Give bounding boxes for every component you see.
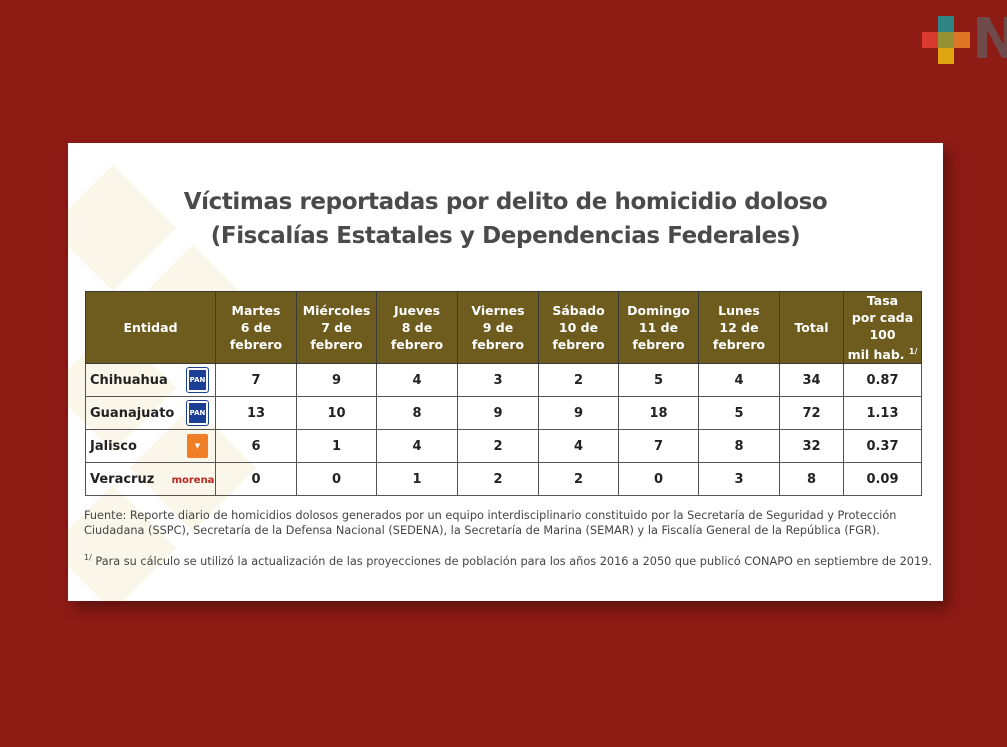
value-cell: 10 bbox=[296, 396, 377, 431]
header-text: Martes bbox=[231, 303, 281, 319]
column-header: Lunes 12 de febrero bbox=[698, 290, 780, 365]
value-cell: 2 bbox=[457, 429, 539, 464]
column-header: Viernes 9 de febrero bbox=[457, 290, 539, 365]
entity-name: Veracruz bbox=[90, 471, 155, 487]
value-cell: 3 bbox=[457, 363, 539, 398]
value-cell: 0.09 bbox=[843, 462, 922, 497]
table-row: Guanajuato PAN 13 10 8 9 9 18 5 72 1.13 bbox=[85, 396, 922, 431]
header-text: Domingo bbox=[627, 303, 690, 319]
entity-cell: Guanajuato PAN bbox=[85, 396, 216, 431]
brand-logo: N bbox=[922, 8, 1007, 72]
value-cell: 34 bbox=[779, 363, 844, 398]
header-text: 11 de febrero bbox=[632, 320, 685, 353]
header-text: 6 de febrero bbox=[229, 320, 283, 353]
footnote-mark: 1/ bbox=[84, 553, 92, 562]
value-cell: 2 bbox=[457, 462, 539, 497]
footnote-text: Para su cálculo se utilizó la actualizac… bbox=[91, 554, 932, 568]
source-note: Fuente: Reporte diario de homicidios dol… bbox=[84, 509, 897, 537]
header-text: 9 de febrero bbox=[471, 320, 525, 353]
title-line-2: (Fiscalías Estatales y Dependencias Fede… bbox=[210, 223, 801, 249]
infographic-card: Víctimas reportadas por delito de homici… bbox=[68, 143, 943, 601]
homicide-table: Entidad Martes 6 de febrero Miércoles 7 de f… bbox=[85, 290, 922, 497]
value-cell: 7 bbox=[215, 363, 297, 398]
table-row: Chihuahua PAN 7 9 4 3 2 5 4 34 0.87 bbox=[85, 363, 922, 398]
table-row: Jalisco ▼ 6 1 4 2 4 7 8 32 0.37 bbox=[85, 429, 922, 464]
value-cell: 4 bbox=[538, 429, 619, 464]
header-text: Miércoles bbox=[302, 303, 371, 319]
header-text: 7 de febrero bbox=[310, 320, 363, 353]
value-cell: 1 bbox=[376, 462, 458, 497]
value-cell: 4 bbox=[376, 363, 458, 398]
value-cell: 0.37 bbox=[843, 429, 922, 464]
notes: Fuente: Reporte diario de homicidios dol… bbox=[84, 508, 934, 581]
header-text: 8 de febrero bbox=[390, 320, 444, 353]
header-text: Jueves bbox=[393, 303, 441, 319]
header-text: Lunes bbox=[718, 303, 760, 319]
entity-name: Jalisco bbox=[90, 438, 137, 454]
header-text: Entidad bbox=[123, 320, 178, 336]
value-cell: 72 bbox=[779, 396, 844, 431]
value-cell: 0 bbox=[215, 462, 297, 497]
party-logo-pan: PAN bbox=[186, 367, 209, 394]
value-cell: 8 bbox=[376, 396, 458, 431]
value-cell: 0.87 bbox=[843, 363, 922, 398]
header-text: Viernes bbox=[471, 303, 525, 319]
value-cell: 1.13 bbox=[843, 396, 922, 431]
footnote: 1/ Para su cálculo se utilizó la actuali… bbox=[84, 550, 934, 569]
header-text: Sábado bbox=[552, 303, 605, 319]
column-header: Miércoles 7 de febrero bbox=[296, 290, 377, 365]
value-cell: 0 bbox=[618, 462, 699, 497]
value-cell: 9 bbox=[296, 363, 377, 398]
value-cell: 6 bbox=[215, 429, 297, 464]
entity-cell: Veracruz morena bbox=[85, 462, 216, 497]
party-logo-morena: morena bbox=[171, 475, 215, 487]
column-header: Martes 6 de febrero bbox=[215, 290, 297, 365]
value-cell: 2 bbox=[538, 363, 619, 398]
brand-letter: N bbox=[972, 7, 1007, 72]
value-cell: 4 bbox=[698, 363, 780, 398]
value-cell: 8 bbox=[698, 429, 780, 464]
value-cell: 3 bbox=[698, 462, 780, 497]
value-cell: 1 bbox=[296, 429, 377, 464]
entity-name: Chihuahua bbox=[90, 372, 168, 388]
value-cell: 18 bbox=[618, 396, 699, 431]
entity-cell: Jalisco ▼ bbox=[85, 429, 216, 464]
column-header: Domingo 11 de febrero bbox=[618, 290, 699, 365]
party-logo-pan: PAN bbox=[186, 400, 209, 427]
value-cell: 9 bbox=[538, 396, 619, 431]
value-cell: 5 bbox=[698, 396, 780, 431]
column-header: Total bbox=[779, 290, 844, 365]
header-text: por cada 100 bbox=[851, 310, 914, 342]
header-text: mil hab. bbox=[847, 347, 905, 363]
header-sup: 1/ bbox=[908, 347, 918, 356]
header-text: 10 de febrero bbox=[552, 320, 605, 353]
table-row: Veracruz morena 0 0 1 2 2 0 3 8 0.09 bbox=[85, 462, 922, 497]
entity-name: Guanajuato bbox=[90, 405, 175, 421]
column-header: Entidad bbox=[85, 290, 216, 365]
value-cell: 2 bbox=[538, 462, 619, 497]
value-cell: 4 bbox=[376, 429, 458, 464]
value-cell: 9 bbox=[457, 396, 539, 431]
value-cell: 32 bbox=[779, 429, 844, 464]
header-text: Tasa bbox=[866, 293, 899, 308]
value-cell: 0 bbox=[296, 462, 377, 497]
page-title: Víctimas reportadas por delito de homici… bbox=[68, 185, 943, 253]
header-text: 12 de febrero bbox=[712, 320, 766, 353]
party-logo-mc: ▼ bbox=[187, 434, 208, 459]
value-cell: 5 bbox=[618, 363, 699, 398]
value-cell: 8 bbox=[779, 462, 844, 497]
header-text: Total bbox=[794, 320, 829, 336]
value-cell: 7 bbox=[618, 429, 699, 464]
column-header: Sábado 10 de febrero bbox=[538, 290, 619, 365]
entity-cell: Chihuahua PAN bbox=[85, 363, 216, 398]
column-header-rate: Tasa por cada 100 mil hab. 1/ bbox=[843, 290, 922, 365]
title-line-1: Víctimas reportadas por delito de homici… bbox=[183, 189, 828, 215]
value-cell: 13 bbox=[215, 396, 297, 431]
column-header: Jueves 8 de febrero bbox=[376, 290, 458, 365]
